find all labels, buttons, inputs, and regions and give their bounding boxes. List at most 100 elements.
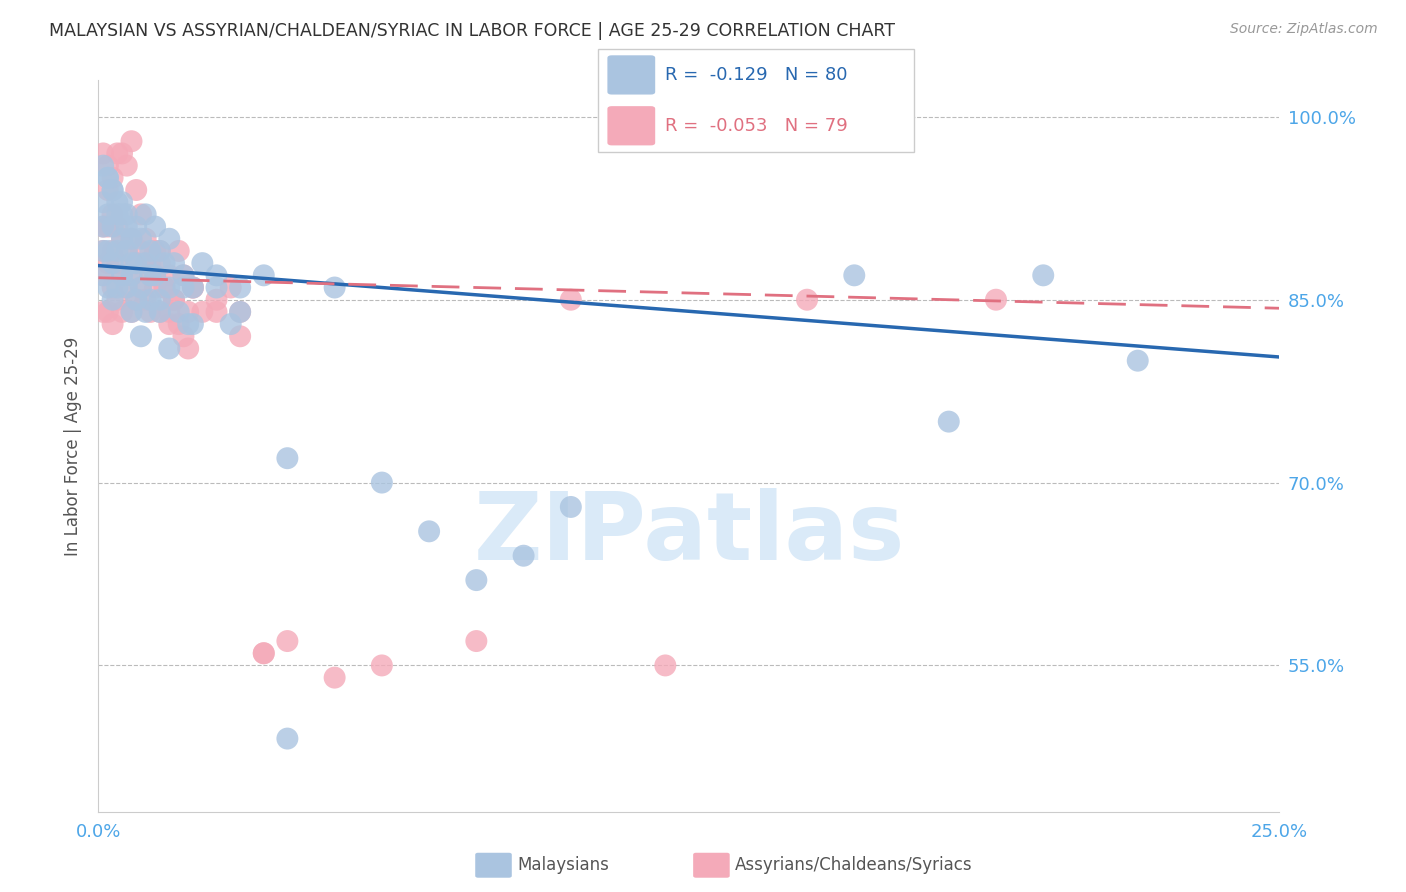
Point <box>191 256 214 270</box>
Point <box>135 207 157 221</box>
Point <box>111 305 134 319</box>
Point <box>97 170 120 185</box>
Point <box>135 305 157 319</box>
Text: Assyrians/Chaldeans/Syriacs: Assyrians/Chaldeans/Syriacs <box>735 856 973 874</box>
Point <box>125 219 148 234</box>
Point <box>149 256 172 270</box>
Point <box>135 256 157 270</box>
Point <box>139 268 162 283</box>
Point <box>125 293 148 307</box>
Point <box>219 280 242 294</box>
Point <box>115 207 138 221</box>
Point <box>121 232 143 246</box>
Point <box>97 183 120 197</box>
Point <box>97 280 120 294</box>
Point <box>371 658 394 673</box>
Point <box>205 305 228 319</box>
Point <box>323 280 346 294</box>
Point <box>101 280 124 294</box>
Point <box>101 293 124 307</box>
Point <box>143 268 166 283</box>
Point <box>125 256 148 270</box>
Point <box>205 280 228 294</box>
Point <box>115 219 138 234</box>
Point <box>153 256 176 270</box>
Point <box>149 293 172 307</box>
Point <box>97 159 120 173</box>
Point <box>143 280 166 294</box>
Point <box>115 280 138 294</box>
Point <box>219 317 242 331</box>
Point <box>101 219 124 234</box>
Point <box>181 280 204 294</box>
Point <box>149 305 172 319</box>
Point <box>163 256 186 270</box>
Point <box>121 134 143 148</box>
Point <box>111 207 134 221</box>
Point <box>172 280 194 294</box>
Point <box>276 634 298 648</box>
Point <box>796 293 818 307</box>
Point <box>97 244 120 258</box>
Point <box>153 280 176 294</box>
Point <box>135 256 157 270</box>
Point <box>323 671 346 685</box>
Text: ZIPatlas: ZIPatlas <box>474 488 904 580</box>
Point <box>276 451 298 466</box>
Point <box>157 280 180 294</box>
Point <box>121 305 143 319</box>
Point <box>167 244 190 258</box>
Point <box>163 293 186 307</box>
Point <box>654 658 676 673</box>
Point <box>111 195 134 210</box>
Point <box>105 146 128 161</box>
Point <box>181 280 204 294</box>
Point <box>253 646 276 660</box>
Point <box>139 268 162 283</box>
Point <box>149 305 172 319</box>
Point <box>418 524 440 539</box>
Point <box>167 317 190 331</box>
Point <box>101 207 124 221</box>
Point <box>115 244 138 258</box>
Point <box>121 305 143 319</box>
Point <box>253 646 276 660</box>
Point <box>172 329 194 343</box>
Point <box>139 256 162 270</box>
Point <box>129 207 152 221</box>
Point <box>157 232 180 246</box>
Point <box>111 232 134 246</box>
Point <box>1032 268 1054 283</box>
Point <box>129 280 152 294</box>
Point <box>91 305 114 319</box>
Point <box>129 329 152 343</box>
Point <box>101 183 124 197</box>
Point <box>97 305 120 319</box>
Point <box>1126 353 1149 368</box>
Point <box>91 268 114 283</box>
Point <box>97 207 120 221</box>
Text: Malaysians: Malaysians <box>517 856 609 874</box>
Point <box>111 268 134 283</box>
Point <box>91 244 114 258</box>
Point <box>115 244 138 258</box>
Point <box>748 110 770 124</box>
Point <box>229 305 252 319</box>
Point <box>143 244 166 258</box>
Point <box>111 232 134 246</box>
Point <box>844 268 866 283</box>
Point <box>157 342 180 356</box>
Point <box>121 268 143 283</box>
Point <box>654 110 676 124</box>
Point <box>121 232 143 246</box>
Point <box>91 195 114 210</box>
Point <box>229 329 252 343</box>
Text: R =  -0.129   N = 80: R = -0.129 N = 80 <box>665 66 848 84</box>
Point <box>105 256 128 270</box>
Point <box>105 219 128 234</box>
Point <box>91 244 114 258</box>
Point <box>371 475 394 490</box>
Point <box>105 207 128 221</box>
Point <box>97 219 120 234</box>
Point <box>177 305 200 319</box>
